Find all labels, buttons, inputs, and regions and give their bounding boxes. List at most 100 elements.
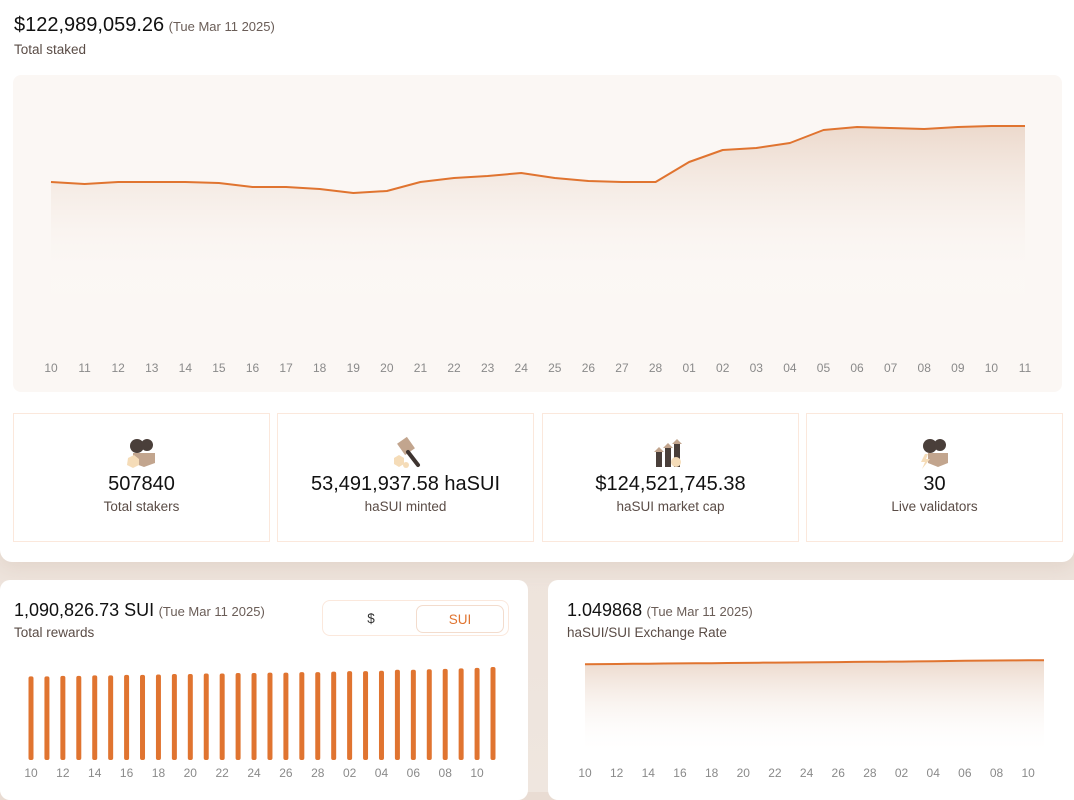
reward-bar <box>124 675 129 760</box>
x-tick-label: 05 <box>817 361 831 375</box>
mint-hammer-icon <box>386 436 426 472</box>
x-tick-label: 13 <box>145 361 159 375</box>
stat-hasui-minted: 53,491,937.58 haSUI haSUI minted <box>277 413 534 542</box>
x-tick-label: 24 <box>247 766 261 780</box>
x-tick-label: 24 <box>515 361 529 375</box>
total-staked-header: $122,989,059.26 (Tue Mar 11 2025) <box>14 14 275 37</box>
reward-bar <box>108 675 113 760</box>
x-tick-label: 21 <box>414 361 428 375</box>
x-tick-label: 02 <box>895 766 909 780</box>
x-tick-label: 15 <box>212 361 226 375</box>
exchange-rate-card: 1.049868 (Tue Mar 11 2025) haSUI/SUI Exc… <box>548 580 1074 800</box>
x-tick-label: 09 <box>951 361 965 375</box>
x-tick-label: 25 <box>548 361 562 375</box>
x-tick-label: 10 <box>470 766 484 780</box>
stat-total-stakers: 507840 Total stakers <box>13 413 270 542</box>
x-tick-label: 04 <box>783 361 797 375</box>
reward-bar <box>411 670 416 760</box>
reward-bar <box>204 674 209 760</box>
stakers-icon <box>122 436 162 472</box>
x-tick-label: 22 <box>447 361 461 375</box>
reward-bar <box>427 669 432 760</box>
x-tick-label: 28 <box>311 766 325 780</box>
reward-bar <box>252 673 257 760</box>
reward-bar <box>283 673 288 760</box>
x-tick-label: 20 <box>737 766 751 780</box>
reward-bar <box>475 668 480 760</box>
stat-label: haSUI minted <box>278 499 533 514</box>
x-tick-label: 20 <box>184 766 198 780</box>
x-tick-label: 07 <box>884 361 898 375</box>
reward-bar <box>92 675 97 760</box>
x-tick-label: 20 <box>380 361 394 375</box>
reward-bar <box>188 674 193 760</box>
reward-bar <box>443 669 448 760</box>
x-tick-label: 14 <box>642 766 656 780</box>
x-tick-label: 02 <box>716 361 730 375</box>
x-tick-label: 19 <box>347 361 361 375</box>
reward-bar <box>379 671 384 760</box>
stat-value: $124,521,745.38 <box>543 473 798 496</box>
reward-bar <box>172 674 177 760</box>
x-tick-label: 18 <box>313 361 327 375</box>
overview-panel: $122,989,059.26 (Tue Mar 11 2025) Total … <box>0 0 1074 562</box>
x-tick-label: 24 <box>800 766 814 780</box>
x-tick-label: 12 <box>610 766 624 780</box>
stat-value: 53,491,937.58 haSUI <box>278 473 533 496</box>
toggle-sui-button[interactable]: SUI <box>416 605 504 633</box>
reward-bar <box>156 674 161 760</box>
total-staked-date: (Tue Mar 11 2025) <box>169 19 275 34</box>
x-tick-label: 28 <box>863 766 877 780</box>
x-tick-label: 04 <box>375 766 389 780</box>
reward-bar <box>395 670 400 760</box>
reward-bar <box>220 674 225 760</box>
x-tick-label: 10 <box>24 766 38 780</box>
reward-bar <box>236 673 241 760</box>
validators-icon <box>915 436 955 472</box>
x-tick-label: 23 <box>481 361 495 375</box>
x-tick-label: 28 <box>649 361 663 375</box>
x-tick-label: 10 <box>1021 766 1035 780</box>
x-tick-label: 01 <box>682 361 696 375</box>
stat-value: 507840 <box>14 473 269 496</box>
x-tick-label: 14 <box>179 361 193 375</box>
toggle-usd-button[interactable]: $ <box>327 605 415 633</box>
x-tick-label: 17 <box>279 361 293 375</box>
reward-bar <box>331 672 336 760</box>
x-tick-label: 18 <box>705 766 719 780</box>
x-tick-label: 11 <box>1019 361 1032 375</box>
stat-value: 30 <box>807 473 1062 496</box>
stat-live-validators: 30 Live validators <box>806 413 1063 542</box>
x-tick-label: 11 <box>78 361 91 375</box>
x-tick-label: 06 <box>407 766 421 780</box>
area-fill <box>51 126 1025 305</box>
x-tick-label: 04 <box>927 766 941 780</box>
x-tick-label: 14 <box>88 766 102 780</box>
x-tick-label: 02 <box>343 766 357 780</box>
x-tick-label: 03 <box>750 361 764 375</box>
total-staked-value: $122,989,059.26 <box>14 14 164 36</box>
reward-bar <box>491 667 496 760</box>
stat-market-cap: $124,521,745.38 haSUI market cap <box>542 413 799 542</box>
reward-bar <box>459 668 464 760</box>
x-tick-label: 08 <box>918 361 932 375</box>
reward-bar <box>267 673 272 760</box>
x-tick-label: 08 <box>990 766 1004 780</box>
stat-label: Total stakers <box>14 499 269 514</box>
x-tick-label: 08 <box>439 766 453 780</box>
reward-bar <box>60 676 65 760</box>
reward-bar <box>315 672 320 760</box>
x-tick-label: 06 <box>850 361 864 375</box>
x-tick-label: 26 <box>582 361 596 375</box>
x-tick-label: 22 <box>768 766 782 780</box>
x-tick-label: 16 <box>246 361 260 375</box>
reward-bar <box>44 676 49 760</box>
x-tick-label: 10 <box>985 361 999 375</box>
x-tick-label: 27 <box>615 361 629 375</box>
x-tick-label: 26 <box>279 766 293 780</box>
stat-label: Live validators <box>807 499 1062 514</box>
market-cap-icon <box>651 436 691 472</box>
